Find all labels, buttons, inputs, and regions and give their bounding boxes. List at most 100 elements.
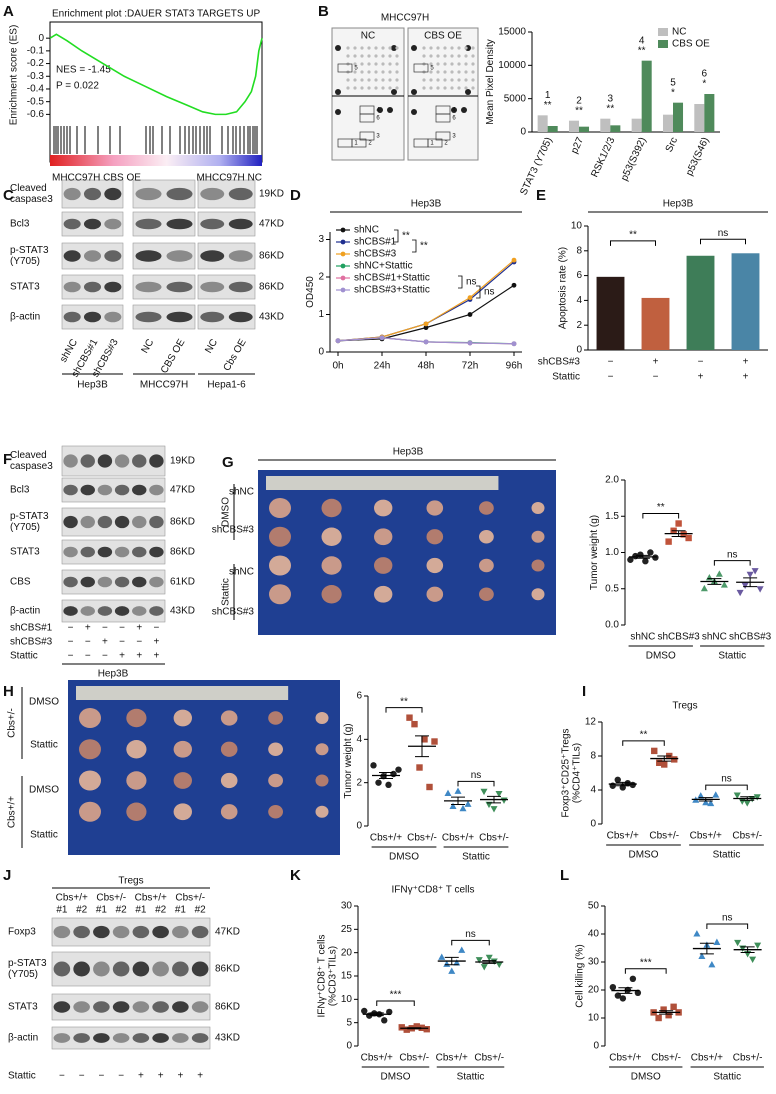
point: [693, 930, 701, 937]
row-label: Stattic: [30, 740, 58, 751]
x-tick-label: Cbs+/+: [609, 1053, 641, 1064]
group-label: DMSO: [629, 850, 659, 861]
blot-band: [80, 484, 95, 496]
blot-strip: [61, 569, 166, 595]
array-spot: [381, 70, 385, 74]
spot-box: [435, 131, 451, 141]
photo: [258, 470, 556, 635]
treatment-mark: +: [85, 623, 91, 634]
array-spot: [429, 78, 433, 82]
blot-strip: [61, 599, 166, 623]
blot-band: [228, 250, 253, 262]
blot-band: [104, 311, 122, 323]
bar: [731, 253, 760, 350]
point: [743, 800, 751, 807]
y-tick-label: 0: [346, 1041, 352, 1052]
group-label: Stattic: [713, 850, 741, 861]
tumor: [315, 774, 329, 787]
blot-size: 19KD: [259, 189, 284, 200]
y-tick-label: 4: [576, 295, 582, 306]
point: [423, 325, 429, 331]
point: [449, 802, 457, 810]
blot-label: CBS: [10, 577, 31, 588]
y-tick-label: 0: [593, 1041, 599, 1052]
blot-band: [63, 515, 78, 529]
tumor: [531, 502, 545, 514]
x-tick-label: Cbs+/-: [474, 1053, 504, 1064]
tumor: [426, 500, 444, 516]
sem-bar: [618, 987, 633, 994]
blot-band: [132, 546, 147, 558]
blot-band: [172, 961, 189, 977]
blot-band: [112, 1033, 130, 1043]
point: [467, 312, 473, 317]
point: [459, 804, 467, 812]
lane-label: #1: [175, 905, 187, 916]
array-spot: [374, 70, 378, 74]
treatment-mark: −: [119, 637, 125, 648]
tumor: [269, 555, 291, 576]
array-spot: [464, 78, 468, 82]
blot-size: 86KD: [170, 547, 195, 558]
blot-band: [132, 961, 150, 977]
lane-label: CBS OE: [159, 337, 188, 376]
legend-marker: [340, 263, 346, 269]
blot-band: [53, 1001, 71, 1013]
point: [480, 788, 488, 796]
lane-label: NC: [140, 337, 157, 355]
blot-band: [228, 187, 253, 201]
row-label: Stattic: [30, 830, 58, 841]
array-dot: [451, 107, 457, 113]
x-tick-label: Cbs+/+: [370, 833, 402, 844]
y-tick-label: 15000: [498, 27, 526, 38]
group-label: Cbs+/-: [175, 893, 205, 904]
array-spot: [464, 62, 468, 66]
array-spot: [367, 70, 371, 74]
tumor: [531, 530, 545, 543]
blot-band: [200, 281, 225, 293]
y-tick-label: 15: [341, 971, 353, 982]
array-spot: [450, 78, 454, 82]
y-tick-label: 2: [356, 777, 362, 788]
blot-band: [97, 454, 113, 468]
x-tick-label: Cbs+/+: [607, 831, 639, 842]
treatment-label: shCBS#1: [10, 623, 53, 634]
panel-letter: I: [582, 683, 586, 700]
blot-band: [83, 250, 102, 262]
tumor: [426, 586, 444, 602]
point: [413, 1023, 420, 1030]
point: [697, 792, 705, 799]
marker-sig: **: [544, 100, 552, 111]
x-tick-label: p53(S392): [619, 136, 649, 183]
point: [753, 794, 761, 801]
y-tick-label: 2: [318, 272, 324, 283]
blot-band: [80, 606, 95, 616]
x-tick-label: Cbs+/-: [733, 1053, 763, 1064]
array-spot: [443, 46, 447, 50]
array-dot: [391, 45, 397, 51]
array-spot: [388, 86, 392, 90]
sig-label: ns: [722, 913, 733, 924]
array-dot: [465, 89, 471, 95]
blot-band: [149, 454, 164, 468]
array-spot: [395, 86, 399, 90]
blot-band: [80, 546, 95, 558]
array-spot: [374, 86, 378, 90]
marker-label: 3: [608, 93, 614, 104]
point: [670, 1003, 677, 1010]
treatment-label: Stattic: [8, 1071, 36, 1082]
sem-bar: [379, 771, 393, 780]
tumor: [321, 585, 342, 604]
legend-marker: [340, 239, 346, 245]
blot-band: [228, 311, 253, 323]
array-spot: [381, 46, 385, 50]
group-label: Stattic: [462, 852, 490, 863]
blot-band: [152, 925, 169, 939]
y-tick-label: -0.3: [27, 71, 45, 82]
tumor: [374, 528, 393, 546]
sem-bar: [671, 530, 686, 538]
spot-label: 5: [354, 66, 358, 72]
blot-band: [200, 250, 225, 262]
blot-band: [104, 281, 122, 293]
y-tick-label: 0: [38, 33, 44, 44]
